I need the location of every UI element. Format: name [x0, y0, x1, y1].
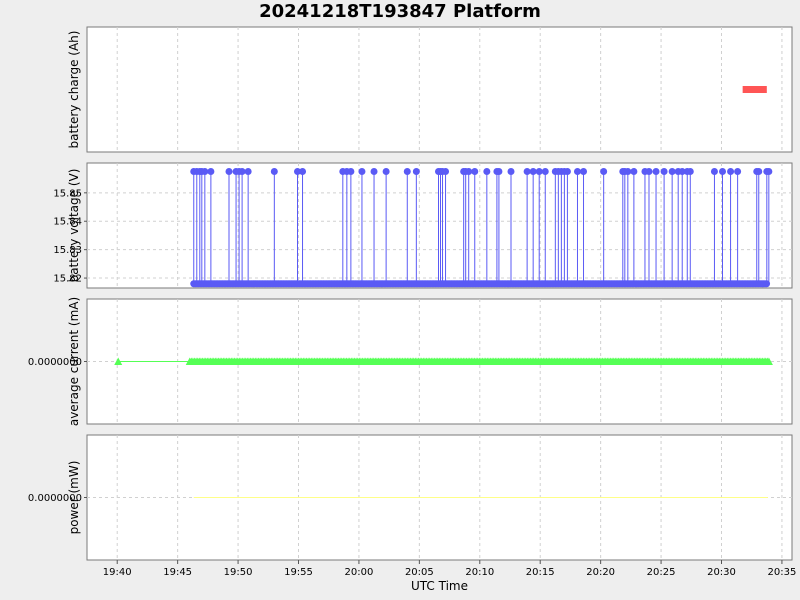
- x-axis-label: UTC Time: [411, 579, 468, 593]
- x-tick-label: 20:25: [647, 567, 676, 578]
- voltage-point-high: [270, 168, 278, 176]
- voltage-point-high: [347, 168, 355, 176]
- voltage-point-high: [207, 168, 215, 176]
- y-axis-label: battery voltage (V): [67, 169, 81, 283]
- x-tick-label: 19:50: [224, 567, 253, 578]
- x-tick-label: 20:10: [465, 567, 494, 578]
- voltage-point-high: [495, 168, 503, 176]
- x-tick-label: 20:15: [526, 567, 555, 578]
- x-tick-label: 20:20: [586, 567, 615, 578]
- voltage-point-high: [678, 168, 686, 176]
- y-tick-label: 15.83: [53, 245, 82, 256]
- panel-1: battery charge (Ah): [67, 26, 793, 153]
- x-tick-label: 20:05: [405, 567, 434, 578]
- voltage-point-high: [358, 168, 366, 176]
- voltage-point-high: [660, 168, 668, 176]
- x-tick-label: 19:55: [284, 567, 313, 578]
- plot-area: [86, 26, 793, 153]
- y-tick-label: 0.0000000: [28, 493, 82, 504]
- voltage-point-high: [465, 168, 473, 176]
- voltage-point-high: [507, 168, 515, 176]
- voltage-point-high: [382, 168, 390, 176]
- voltage-point-high: [765, 168, 773, 176]
- voltage-point-high: [686, 168, 694, 176]
- voltage-point-high: [710, 168, 718, 176]
- voltage-point-high: [541, 168, 549, 176]
- x-tick-label: 19:45: [163, 567, 192, 578]
- voltage-point-high: [529, 168, 537, 176]
- voltage-point-high: [600, 168, 608, 176]
- voltage-point-high: [734, 168, 742, 176]
- voltage-point-high: [471, 168, 479, 176]
- voltage-point-high: [412, 168, 420, 176]
- voltage-point-high: [244, 168, 252, 176]
- voltage-point-high: [370, 168, 378, 176]
- y-tick-label: 15.82: [53, 274, 82, 285]
- voltage-point-high: [668, 168, 676, 176]
- x-tick-label: 20:30: [707, 567, 736, 578]
- voltage-point-high: [299, 168, 307, 176]
- voltage-point-high: [238, 168, 246, 176]
- voltage-point-high: [523, 168, 531, 176]
- voltage-point-high: [652, 168, 660, 176]
- voltage-point-high: [201, 168, 209, 176]
- voltage-point-high: [293, 168, 301, 176]
- voltage-point-low: [763, 280, 771, 288]
- chart-title: 20241218T193847 Platform: [259, 1, 541, 22]
- voltage-point-high: [719, 168, 727, 176]
- voltage-point-high: [535, 168, 543, 176]
- voltage-point-high: [580, 168, 588, 176]
- y-tick-label: 15.84: [53, 217, 82, 228]
- current-point: [114, 357, 123, 365]
- voltage-point-high: [483, 168, 491, 176]
- voltage-point-high: [442, 168, 450, 176]
- voltage-point-high: [755, 168, 763, 176]
- y-axis-label: average current (mA): [67, 297, 81, 426]
- voltage-point-high: [403, 168, 411, 176]
- x-tick-label: 20:35: [768, 567, 797, 578]
- y-axis-label: battery charge (Ah): [67, 31, 81, 149]
- voltage-point-high: [727, 168, 735, 176]
- current-point: [764, 357, 773, 365]
- x-tick-label: 19:40: [103, 567, 132, 578]
- x-tick-label: 20:00: [345, 567, 374, 578]
- y-tick-label: 15.85: [53, 188, 82, 199]
- voltage-point-high: [624, 168, 632, 176]
- voltage-point-high: [645, 168, 653, 176]
- y-tick-label: 0.0000000: [28, 357, 82, 368]
- y-axis-label: power (mW): [67, 461, 81, 535]
- voltage-point-high: [630, 168, 638, 176]
- plot-area: [86, 162, 793, 289]
- voltage-point-high: [573, 168, 581, 176]
- voltage-point-high: [225, 168, 233, 176]
- voltage-point-high: [563, 168, 571, 176]
